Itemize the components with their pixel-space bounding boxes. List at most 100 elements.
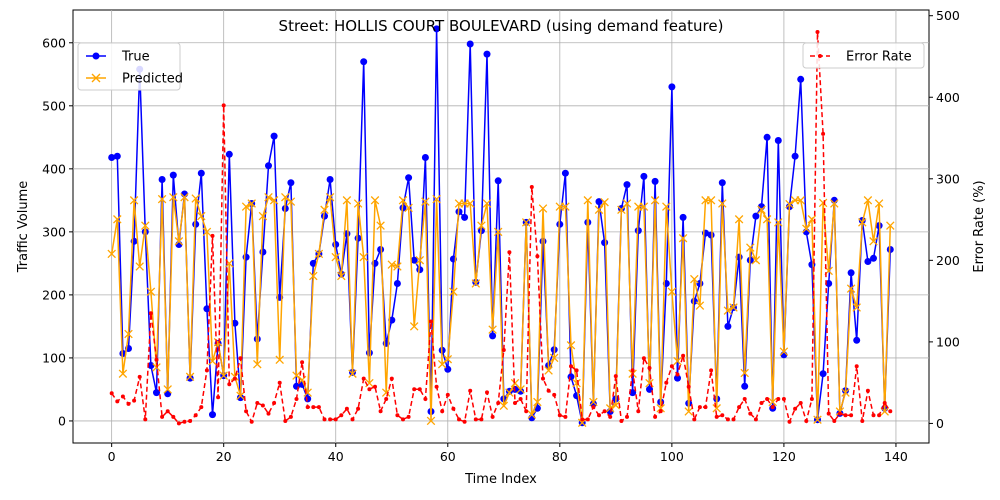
legend-true-marker <box>92 52 100 60</box>
point-true <box>192 220 200 228</box>
axes: 0 20 40 60 80 100 120 140 0 100 200 300 400 500 600 0 10… <box>42 8 960 464</box>
x-tick-label: 80 <box>552 449 568 464</box>
point-error-rate <box>720 413 725 418</box>
point-predicted <box>275 355 284 365</box>
point-true <box>870 254 877 262</box>
point-true <box>169 171 177 179</box>
point-true <box>108 154 116 161</box>
point-predicted <box>387 260 397 269</box>
point-true <box>741 382 749 390</box>
point-error-rate <box>148 311 153 316</box>
y-tick-label: 0 <box>58 413 66 428</box>
point-predicted <box>219 371 228 380</box>
point-error-rate <box>176 421 181 426</box>
point-predicted <box>667 287 677 296</box>
point-error-rate <box>826 411 831 416</box>
point-error-rate <box>725 417 730 422</box>
point-predicted <box>314 249 324 259</box>
point-predicted <box>718 199 727 208</box>
point-predicted <box>533 397 542 407</box>
point-error-rate <box>524 409 529 414</box>
point-error-rate <box>664 380 669 385</box>
point-true <box>416 266 424 274</box>
point-true <box>158 176 166 183</box>
point-error-rate <box>837 411 842 416</box>
point-error-rate <box>249 419 254 424</box>
plot-area <box>72 9 930 444</box>
point-error-rate <box>440 409 445 414</box>
point-predicted <box>236 391 245 400</box>
point-error-rate <box>361 376 366 381</box>
point-error-rate <box>854 364 859 369</box>
point-predicted <box>281 192 290 202</box>
point-true <box>466 40 474 48</box>
point-true <box>819 370 827 378</box>
point-error-rate <box>597 413 601 418</box>
point-true <box>561 169 569 177</box>
point-error-rate <box>238 356 243 361</box>
point-predicted <box>370 196 380 205</box>
point-true <box>231 319 239 327</box>
y2-axis-label: Error Rate (%) <box>972 180 987 272</box>
point-error-rate <box>350 417 355 422</box>
point-error-rate <box>647 366 652 370</box>
point-error-rate <box>412 387 417 392</box>
point-predicted <box>549 353 559 363</box>
point-predicted <box>863 196 873 205</box>
point-predicted <box>409 322 419 331</box>
x-tick-label: 40 <box>328 449 344 464</box>
point-error-rate <box>697 405 702 410</box>
point-true <box>674 374 681 382</box>
point-error-rate <box>457 417 461 422</box>
point-predicted <box>605 404 615 413</box>
point-error-rate <box>653 414 658 419</box>
point-predicted <box>818 198 828 208</box>
point-true <box>623 181 631 189</box>
point-true <box>186 374 194 382</box>
y2-tick-label: 300 <box>936 171 960 186</box>
point-error-rate <box>731 417 736 422</box>
point-error-rate <box>322 417 327 422</box>
point-error-rate <box>709 368 714 373</box>
point-predicted <box>684 407 693 416</box>
point-true <box>410 256 418 264</box>
point-error-rate <box>165 409 170 414</box>
point-error-rate <box>227 382 232 387</box>
point-predicted <box>813 415 822 424</box>
point-predicted <box>706 196 716 205</box>
point-predicted <box>673 356 682 366</box>
point-predicted <box>516 385 525 394</box>
point-error-rate <box>574 368 579 373</box>
y-tick-label: 200 <box>42 287 66 302</box>
point-true <box>153 389 160 397</box>
point-error-rate <box>630 368 635 373</box>
point-predicted <box>415 255 425 265</box>
point-predicted <box>174 237 184 246</box>
point-true <box>405 174 413 182</box>
x-tick-label: 120 <box>772 449 796 464</box>
point-true <box>360 58 368 66</box>
x-tick-label: 100 <box>660 449 684 464</box>
point-predicted <box>734 215 744 224</box>
point-error-rate <box>339 413 344 418</box>
point-true <box>209 411 216 419</box>
point-error-rate <box>793 406 798 411</box>
point-predicted <box>342 196 352 205</box>
point-predicted <box>113 215 122 224</box>
point-true <box>113 152 121 160</box>
point-predicted <box>779 347 789 356</box>
point-error-rate <box>798 401 803 405</box>
point-predicted <box>124 329 133 339</box>
point-error-rate <box>703 405 708 410</box>
point-predicted <box>611 400 621 410</box>
point-predicted <box>185 372 195 382</box>
point-error-rate <box>865 388 870 393</box>
x-tick-label: 20 <box>216 449 232 464</box>
point-error-rate <box>737 405 742 410</box>
series-error-rate-line <box>111 31 891 425</box>
point-error-rate <box>445 392 450 397</box>
point-error-rate <box>182 419 187 424</box>
point-error-rate <box>781 397 786 401</box>
point-error-rate <box>462 419 467 424</box>
point-error-rate <box>619 419 624 423</box>
